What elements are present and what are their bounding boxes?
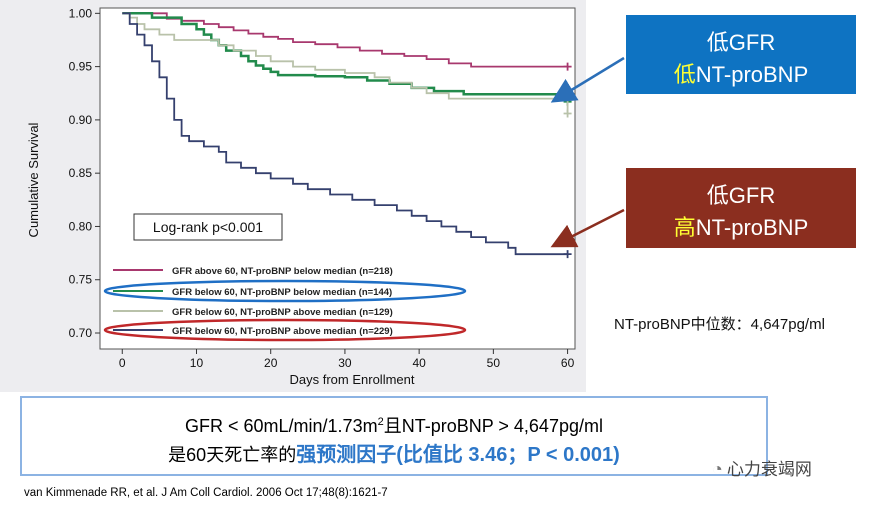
x-tick-label: 30: [338, 356, 352, 370]
censor-mark-3: [563, 109, 572, 118]
callout-high-prefix: 高: [673, 215, 696, 240]
callout-high-ntprobnp: 低GFR 高NT-proBNP: [626, 168, 856, 248]
callout-low-line2: 低NT-proBNP: [626, 59, 856, 91]
callout-high-line2: 高NT-proBNP: [626, 212, 856, 244]
summary-line1: GFR < 60mL/min/1.73m2且NT-proBNP > 4,647p…: [22, 408, 766, 440]
callout-low-prefix: 低: [673, 62, 696, 87]
annotation-box: [133, 213, 283, 241]
series-line-3: [122, 12, 569, 114]
y-tick-label: 0.95: [69, 60, 93, 74]
summary-line2-emph: 强预测因子(比值比 3.46；P < 0.001): [296, 444, 620, 466]
callout-low-suffix: NT-proBNP: [695, 62, 809, 87]
callout-high-line1: 低GFR: [706, 183, 776, 208]
callout-high-suffix: NT-proBNP: [695, 215, 809, 240]
legend-highlight-red: [103, 318, 467, 342]
summary-line2-plain: 是60天死亡率的: [168, 445, 297, 465]
y-tick-label: 0.85: [69, 166, 93, 180]
callout-low-ntprobnp: 低GFR 低NT-proBNP: [626, 15, 856, 94]
y-tick-label: 0.75: [69, 273, 93, 287]
median-note: NT-proBNP中位数：4,647pg/ml: [614, 316, 825, 333]
x-tick-label: 60: [561, 356, 575, 370]
x-tick-label: 40: [412, 356, 426, 370]
x-tick-label: 0: [119, 356, 126, 370]
y-axis-label: Cumulative Survival: [26, 122, 41, 237]
y-tick-label: 0.80: [69, 219, 93, 233]
watermark: ◔ 心力衰竭网: [712, 455, 812, 480]
y-tick-label: 1.00: [69, 6, 93, 20]
y-tick-label: 0.90: [69, 113, 93, 127]
summary-line1-sup: 2: [377, 416, 384, 428]
series-line-4: [122, 12, 568, 256]
y-tick-label: 0.70: [69, 326, 93, 340]
x-tick-label: 20: [264, 356, 278, 370]
annotation-text: Log-rank p<0.001: [153, 219, 263, 235]
summary-line2: 是60天死亡率的强预测因子(比值比 3.46；P < 0.001): [22, 440, 766, 470]
legend-label-4: GFR below 60, NT-proBNP above median (n=…: [172, 326, 393, 337]
legend-label-3: GFR below 60, NT-proBNP above median (n=…: [172, 307, 393, 318]
watermark-text: 心力衰竭网: [726, 460, 812, 479]
survival-chart: 0.70 0.75 0.80 0.85 0.90 0.95 1.00 0 10 20 30 40 50 6…: [26, 6, 576, 387]
summary-box: GFR < 60mL/min/1.73m2且NT-proBNP > 4,647p…: [20, 396, 768, 476]
summary-line1-part2: 且NT-proBNP > 4,647pg/ml: [383, 416, 603, 436]
legend-label-1: GFR above 60, NT-proBNP below median (n=…: [172, 266, 393, 277]
series-line-1: [122, 12, 568, 68]
plot-area: [99, 7, 576, 350]
callout-low-line1: 低GFR: [706, 30, 776, 55]
x-axis-label: Days from Enrollment: [290, 372, 415, 387]
legend-highlight-blue: [103, 279, 467, 303]
citation: van Kimmenade RR, et al. J Am Coll Cardi…: [24, 487, 388, 499]
x-tick-label: 50: [487, 356, 501, 370]
censor-mark-4: [563, 250, 572, 259]
summary-line1-part1: GFR < 60mL/min/1.73m: [185, 416, 378, 436]
x-tick-label: 10: [190, 356, 204, 370]
wechat-icon: ◔: [712, 459, 723, 479]
plot-panel: 0.70 0.75 0.80 0.85 0.90 0.95 1.00 0 10 20 30 40 50 6…: [0, 0, 586, 392]
legend-label-2: GFR below 60, NT-proBNP below median (n=…: [172, 287, 392, 298]
